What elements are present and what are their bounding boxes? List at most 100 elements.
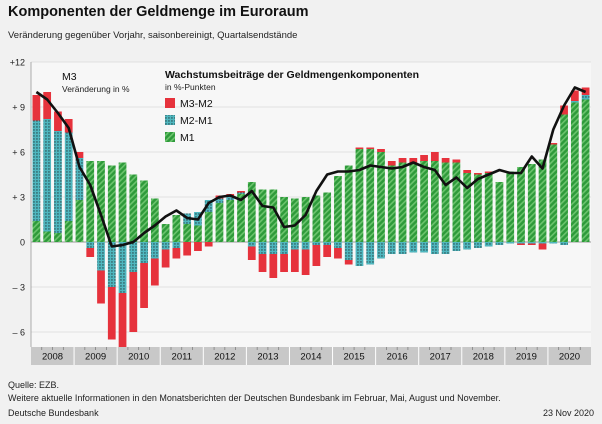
legend-label-m3-m2: M3-M2 [180,98,213,110]
legend-label-m2-m1: M2-M1 [180,115,213,127]
bar-m1 [517,167,525,242]
bar-m3-m2 [140,263,148,308]
bar-m1 [527,164,536,242]
x-axis: 2008 2009 2010 2011 2012 2013 2014 2015 2016 2017… [31,347,591,365]
bar-m3-m2 [32,95,41,121]
bar-m1 [323,192,332,242]
bar-m1 [269,189,278,242]
bar-m2-m1 [86,242,95,248]
bar-m2-m1 [269,242,278,254]
bar-m1 [237,194,245,242]
x-tick-label: 2016 [387,352,408,363]
bar-m1 [215,203,224,242]
bar-m1 [430,161,439,242]
bar-m3-m2 [247,246,256,260]
bars [32,87,590,361]
bar-m3-m2 [64,119,73,133]
bar-m2-m1 [570,101,579,103]
bar-m1 [355,149,364,242]
bar-m2-m1 [334,242,342,248]
bar-m3-m2 [334,248,342,259]
bar-m1 [474,174,482,242]
x-tick-label: 2015 [344,352,365,363]
bar-m1 [194,225,202,242]
bar-m2-m1 [118,242,127,293]
bar-m2-m1 [247,242,256,247]
bar-m1 [161,224,170,242]
bar-m3-m2 [75,152,84,158]
bar-m1 [560,114,568,242]
info-note: Weitere aktuelle Informationen in den Mo… [8,393,501,403]
bar-m2-m1 [301,242,310,250]
bar-m1 [301,197,310,242]
bar-m2-m1 [398,242,407,254]
bar-m1 [377,152,385,242]
x-tick-label: 2014 [300,352,321,363]
bar-m3-m2 [430,152,439,161]
bar-m3-m2 [172,248,181,259]
bar-m3-m2 [86,248,95,257]
bar-m2-m1 [517,242,525,244]
year-axis-band [31,347,591,365]
bar-m3-m2 [441,158,450,163]
bar-m1 [54,233,62,242]
bar-m3-m2 [258,254,267,272]
x-tick-label: 2012 [214,352,235,363]
bar-m2-m1 [463,242,472,250]
y-tick-label: – 6 [12,328,25,338]
bar-m3-m2 [301,249,310,275]
bar-m2-m1 [204,200,213,212]
bar-m2-m1 [377,242,385,259]
bar-m3-m2 [150,258,159,286]
bar-m3-m2 [409,158,418,163]
legend-subtitle: in %-Punkten [165,82,216,92]
publisher: Deutsche Bundesbank [8,408,99,418]
bar-m1 [204,212,213,242]
bar-m3-m2 [237,191,245,193]
bar-m2-m1 [97,242,105,271]
x-tick-label: 2011 [172,352,192,363]
bar-m1 [32,221,41,242]
bar-m3-m2 [398,158,407,163]
x-tick-label: 2017 [430,352,451,363]
bar-m3-m2 [527,243,536,245]
bar-m3-m2 [269,254,278,278]
bar-m1 [495,182,504,242]
bar-m3-m2 [452,159,461,163]
bar-m1 [118,162,127,242]
bar-m2-m1 [581,95,590,100]
bar-m3-m2 [484,171,493,173]
y-tick-label: + 9 [12,103,25,113]
bar-m2-m1 [323,242,332,245]
bar-m1 [226,200,235,242]
bar-m3-m2 [463,170,472,173]
bar-m2-m1 [474,242,482,248]
bar-m1 [86,161,95,242]
bar-m3-m2 [280,254,288,272]
y-tick-label: + 6 [12,148,25,158]
bar-m1 [140,180,148,242]
bar-m3-m2 [517,243,525,245]
bar-m2-m1 [129,242,138,272]
bar-m2-m1 [140,242,148,263]
bar-m2-m1 [549,242,558,244]
bar-m1 [247,182,256,242]
bar-m3-m2 [420,155,428,161]
bar-m1 [570,102,579,242]
bar-m2-m1 [409,242,418,253]
legend-title: Wachstumsbeiträge der Geldmengenkomponen… [165,69,419,81]
bar-m1 [280,197,288,242]
bar-m1 [312,195,321,242]
bar-m3-m2 [387,161,396,166]
x-tick-label: 2009 [85,352,106,363]
bar-m2-m1 [527,242,536,244]
bar-m2-m1 [430,242,439,254]
bar-m3-m2 [107,287,116,340]
legend-swatch-m1 [165,132,175,142]
bar-m1 [463,173,472,242]
legend-label-m1: M1 [180,132,195,144]
legend: Wachstumsbeiträge der Geldmengenkomponen… [165,69,419,144]
series-m3-line [35,86,587,248]
bar-m2-m1 [312,242,321,245]
bar-m2-m1 [258,242,267,254]
